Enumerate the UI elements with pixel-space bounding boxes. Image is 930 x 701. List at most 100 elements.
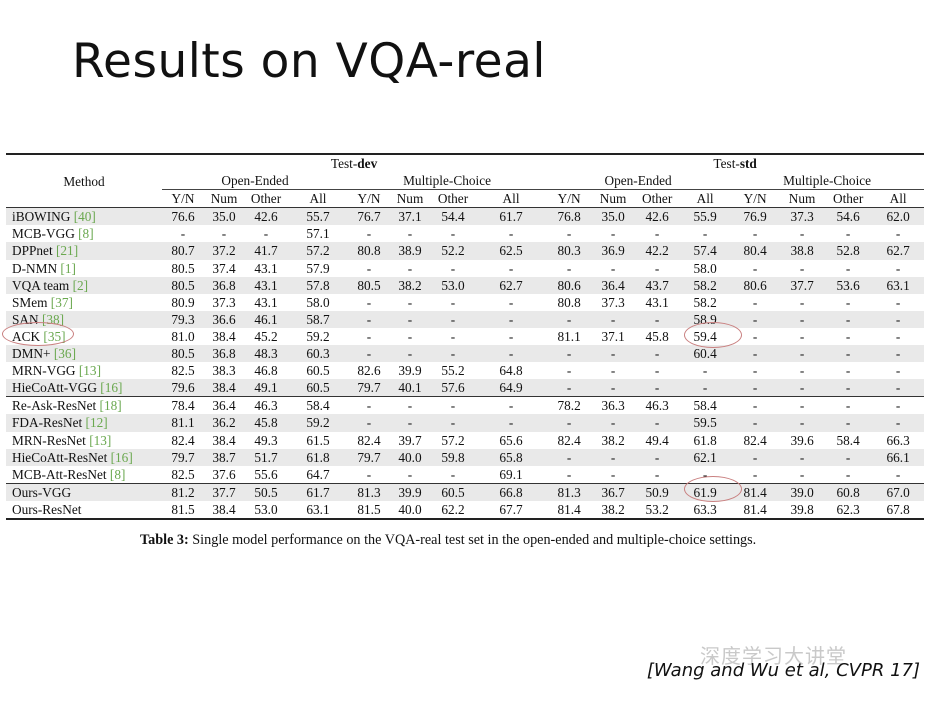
value-cell: 57.2 <box>441 432 465 448</box>
value-cell: - <box>450 226 456 242</box>
method-cell: SMem [37] <box>6 294 162 311</box>
value-cell: - <box>476 396 547 415</box>
value-cell: 48.3 <box>244 345 288 363</box>
value-cell: 37.3 <box>780 207 825 226</box>
value-cell: 45.2 <box>254 328 278 344</box>
sub-header: Num <box>788 191 816 207</box>
value-cell: - <box>546 448 593 466</box>
value-cell: - <box>390 345 430 363</box>
value-cell: 76.7 <box>348 207 390 226</box>
method-cell: HieCoAtt-ResNet [16] <box>6 448 162 466</box>
value-cell: 54.4 <box>430 207 476 226</box>
value-cell: 66.8 <box>476 482 547 501</box>
value-cell: 52.2 <box>430 242 476 260</box>
value-cell: - <box>566 363 572 379</box>
sub-header: All <box>309 191 327 207</box>
value-cell: 39.9 <box>398 363 422 379</box>
value-cell: - <box>780 414 825 432</box>
value-cell: 67.7 <box>476 500 547 520</box>
value-cell: - <box>610 466 616 482</box>
method-name: HieCoAtt-ResNet <box>12 449 108 465</box>
value-cell: - <box>476 414 547 432</box>
value-cell: 62.5 <box>476 242 547 260</box>
value-cell: - <box>654 226 660 242</box>
value-cell: 53.0 <box>430 276 476 294</box>
value-cell: 62.0 <box>872 207 925 226</box>
table-row: Ours-VGG 81.2 37.7 50.5 61.7 81.3 39.9 60.5 66.8… <box>6 482 925 501</box>
method-name: Ours-VGG <box>12 484 72 500</box>
dev-open-ended-header: Open-Ended <box>162 172 348 191</box>
value-cell: 55.9 <box>680 207 731 226</box>
value-cell: 78.2 <box>546 396 593 415</box>
method-name: ACK <box>12 328 41 344</box>
value-cell: 81.1 <box>557 328 581 344</box>
value-cell: 62.7 <box>476 276 547 294</box>
value-cell: 46.3 <box>634 396 681 415</box>
value-cell: - <box>752 328 758 344</box>
value-cell: 81.2 <box>162 482 204 501</box>
value-cell: 80.6 <box>730 276 781 294</box>
method-cell: DPPnet [21] <box>6 242 162 260</box>
value-cell: 35.0 <box>204 207 244 226</box>
value-cell: 60.5 <box>288 379 348 397</box>
value-cell: 49.4 <box>645 432 669 448</box>
sub-header: Other <box>832 191 864 207</box>
value-cell: 51.7 <box>244 448 288 466</box>
value-cell: - <box>895 328 901 344</box>
value-cell: 45.8 <box>244 414 288 432</box>
value-cell: 46.8 <box>254 363 278 379</box>
value-cell: - <box>730 310 781 328</box>
value-cell: 80.8 <box>348 242 390 260</box>
value-cell: - <box>366 260 372 276</box>
value-cell: - <box>508 294 514 310</box>
method-name: DMN+ <box>12 346 51 362</box>
sub-header: All <box>502 191 520 207</box>
sub-header: Num <box>210 191 238 207</box>
test-dev-header: Test-dev <box>162 152 547 173</box>
value-cell: 50.5 <box>244 482 288 501</box>
std-multiple-choice-header: Multiple-Choice <box>730 172 925 191</box>
value-cell: 40.0 <box>390 448 430 466</box>
value-cell: - <box>752 466 758 482</box>
value-cell: 80.4 <box>730 242 781 260</box>
value-cell: - <box>752 260 758 276</box>
value-cell: 43.7 <box>634 276 681 294</box>
value-cell: 80.5 <box>162 345 204 363</box>
method-cell: Ours-VGG <box>6 482 162 501</box>
value-cell: 58.0 <box>306 294 330 310</box>
method-cell: MRN-VGG [13] <box>6 362 162 379</box>
value-cell: 79.7 <box>348 448 390 466</box>
value-cell: 43.1 <box>254 260 278 276</box>
value-cell: 61.5 <box>306 432 330 448</box>
value-cell: 60.5 <box>430 482 476 501</box>
value-cell: - <box>845 294 851 310</box>
value-cell: - <box>845 363 851 379</box>
method-name: SMem <box>12 294 48 310</box>
method-name: MRN-VGG <box>12 363 76 379</box>
value-cell: - <box>546 379 593 397</box>
value-cell: 80.3 <box>546 242 593 260</box>
value-cell: 81.5 <box>348 500 390 520</box>
value-cell: 39.8 <box>780 500 825 520</box>
value-cell: - <box>634 414 681 432</box>
value-cell: 41.7 <box>244 242 288 260</box>
value-cell: 37.6 <box>212 466 236 482</box>
value-cell: - <box>366 328 372 344</box>
slide-title: Results on VQA-real <box>72 34 546 89</box>
value-cell: 61.8 <box>693 432 717 448</box>
value-cell: 38.4 <box>212 432 236 448</box>
value-cell: - <box>366 466 372 482</box>
test-std-prefix: Test- <box>713 156 740 171</box>
value-cell: 55.6 <box>254 466 278 482</box>
value-cell: 36.8 <box>204 276 244 294</box>
value-cell: 62.7 <box>872 242 925 260</box>
value-cell: 38.7 <box>204 448 244 466</box>
test-dev-prefix: Test- <box>330 156 358 171</box>
value-cell: - <box>566 260 572 276</box>
results-table-container: Method Test-dev Test-std Open-Ended Mult… <box>6 152 925 520</box>
caption-text: Single model performance on the VQA-real… <box>188 532 757 548</box>
value-cell: - <box>730 414 781 432</box>
value-cell: 79.7 <box>162 448 204 466</box>
method-citation: [38] <box>41 311 65 327</box>
value-cell: - <box>348 414 390 432</box>
